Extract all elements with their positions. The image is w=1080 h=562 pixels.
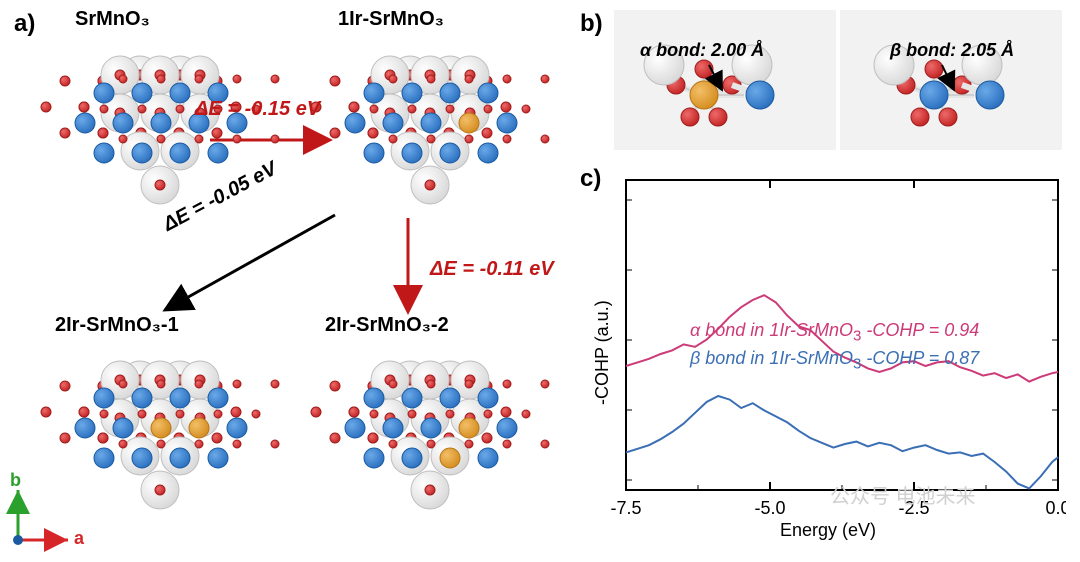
- label-ir2-2: 2Ir-SrMnO₃-2: [325, 314, 449, 337]
- struct-ir2-1: [41, 361, 279, 509]
- legend-alpha: α bond in 1Ir-SrMnO3 -COHP = 0.94: [690, 320, 979, 345]
- label-srmno3: SrMnO₃: [75, 8, 150, 31]
- label-ir1: 1Ir-SrMnO₃: [338, 8, 444, 31]
- svg-text:-7.5: -7.5: [610, 498, 641, 518]
- coord-b-label: b: [10, 470, 21, 491]
- y-axis-label: -COHP (a.u.): [592, 300, 613, 405]
- svg-text:0.0: 0.0: [1045, 498, 1066, 518]
- x-axis-label: Energy (eV): [780, 520, 876, 541]
- arrows: [165, 140, 408, 312]
- arrow-a3: [165, 215, 335, 310]
- svg-text:-2.5: -2.5: [898, 498, 929, 518]
- arrow-label-a1: ΔE = ΔE = -0.15 eV-0.15 eV: [195, 98, 320, 121]
- coord-a-label: a: [74, 528, 84, 549]
- coord-axes: [13, 490, 68, 545]
- panel-b-label: b): [580, 10, 603, 38]
- label-ir2-1: 2Ir-SrMnO₃-1: [55, 314, 179, 337]
- arrow-label-a2: ΔE = -0.11 eV: [430, 258, 554, 281]
- struct-ir1: [311, 56, 549, 204]
- legend-beta: β bond in 1Ir-SrMnO3 -COHP = 0.87: [690, 348, 979, 373]
- struct-ir2-2: [311, 361, 549, 509]
- beta-bond-label: β bond: 2.05 Å: [890, 40, 1014, 61]
- cohp-beta-curve: [626, 396, 1058, 488]
- panel-b-svg: [614, 10, 1066, 155]
- svg-text:-5.0: -5.0: [754, 498, 785, 518]
- figure-container: a) b) c): [0, 0, 1080, 562]
- alpha-bond-label: α bond: 2.00 Å: [640, 40, 764, 61]
